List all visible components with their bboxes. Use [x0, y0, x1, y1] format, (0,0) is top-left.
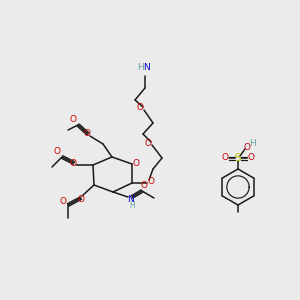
- Text: O: O: [133, 158, 140, 167]
- Text: O: O: [70, 116, 76, 124]
- Text: O: O: [140, 181, 148, 190]
- Text: H: H: [250, 139, 256, 148]
- Text: O: O: [136, 103, 143, 112]
- Text: O: O: [244, 142, 250, 152]
- Text: O: O: [83, 130, 91, 139]
- Text: H: H: [136, 64, 143, 73]
- Text: O: O: [53, 148, 61, 157]
- Text: N: N: [144, 64, 150, 73]
- Text: O: O: [145, 139, 152, 148]
- Text: O: O: [221, 154, 229, 163]
- Text: O: O: [77, 194, 85, 203]
- Text: H: H: [129, 200, 135, 209]
- Text: O: O: [248, 154, 254, 163]
- Text: O: O: [148, 176, 154, 185]
- Text: O: O: [59, 196, 67, 206]
- Text: N: N: [128, 194, 134, 203]
- Text: O: O: [70, 158, 76, 167]
- Text: S: S: [235, 153, 241, 163]
